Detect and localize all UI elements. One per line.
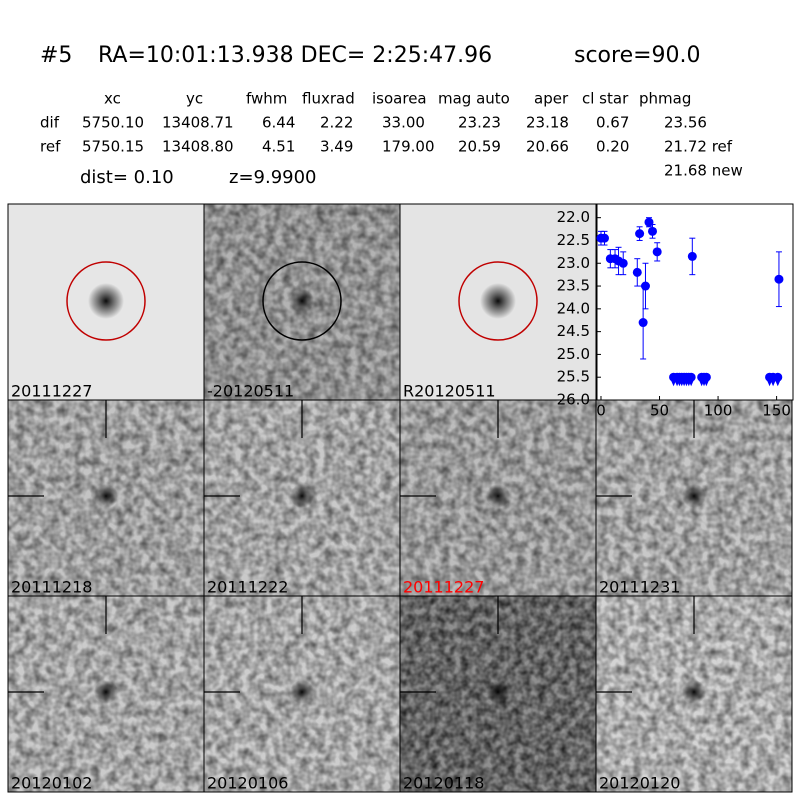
y-tick-label: 25.5: [557, 368, 590, 386]
x-tick-label: 50: [650, 402, 669, 420]
table-cell: 13408.80: [162, 138, 234, 156]
y-tick-label: 22.5: [557, 231, 590, 249]
y-tick-label: 23.5: [557, 277, 590, 295]
point: [632, 267, 642, 277]
column-header: yc: [186, 90, 203, 108]
point: [638, 318, 648, 328]
table-cell: dif: [40, 114, 60, 132]
table-cell: ref: [40, 138, 61, 156]
score: score=90.0: [574, 43, 701, 68]
table-cell: 23.18: [526, 114, 569, 132]
column-header: xc: [104, 90, 121, 108]
point: [687, 251, 697, 261]
table-cell: 4.51: [262, 138, 295, 156]
table-cell: 5750.10: [82, 114, 144, 132]
point: [640, 281, 650, 291]
point: [647, 226, 657, 236]
source: [486, 484, 510, 508]
cutout-label: 20111227: [403, 578, 484, 597]
table-cell: 0.67: [596, 114, 629, 132]
limit-arrow: [773, 377, 782, 387]
table-cell: 21.72 ref: [664, 138, 733, 156]
redshift: z=9.9900: [229, 167, 317, 188]
cutout-label: 20120120: [599, 774, 680, 793]
table-cell: 179.00: [382, 138, 435, 156]
point: [618, 258, 628, 268]
source: [682, 484, 706, 508]
x-tick-label: 100: [704, 402, 733, 420]
y-tick-label: 26.0: [557, 391, 590, 409]
aperture: [458, 261, 538, 341]
source: [290, 289, 314, 313]
table-cell: 6.44: [262, 114, 295, 132]
point: [652, 247, 662, 257]
source: [486, 680, 510, 704]
dist: dist= 0.10: [80, 167, 174, 188]
phmag-new: 21.68 new: [664, 162, 743, 180]
y-tick-label: 23.0: [557, 254, 590, 272]
cutout-label: 20111227: [11, 382, 92, 401]
column-header: phmag: [639, 90, 691, 108]
source: [88, 283, 124, 319]
limit-arrow: [687, 377, 696, 387]
table-cell: 2.22: [320, 114, 353, 132]
table-cell: 20.59: [458, 138, 501, 156]
cutout-label: 20120118: [403, 774, 484, 793]
x-tick-label: 150: [762, 402, 791, 420]
limit-arrow: [702, 377, 711, 387]
cutout-label: 20111218: [11, 578, 92, 597]
y-tick-label: 24.0: [557, 299, 590, 317]
column-header: isoarea: [372, 90, 427, 108]
source: [94, 680, 118, 704]
cutout-label: 20111222: [207, 578, 288, 597]
coordinates: RA=10:01:13.938 DEC= 2:25:47.96: [98, 43, 492, 68]
x-tick-label: 0: [596, 402, 606, 420]
source: [480, 283, 516, 319]
y-tick-label: 22.0: [557, 208, 590, 226]
source: [682, 680, 706, 704]
table-cell: 23.56: [664, 114, 707, 132]
column-header: mag auto: [438, 90, 510, 108]
aperture: [66, 261, 146, 341]
cutout-label: R20120511: [403, 382, 496, 401]
table-cell: 23.23: [458, 114, 501, 132]
column-header: aper: [534, 90, 569, 108]
cutout-label: -20120511: [207, 382, 294, 401]
column-header: fluxrad: [302, 90, 355, 108]
aperture: [262, 261, 342, 341]
point: [635, 229, 645, 239]
y-tick-label: 24.5: [557, 322, 590, 340]
cutout-label: 20120106: [207, 774, 288, 793]
cutout-label: 20120102: [11, 774, 92, 793]
table-cell: 5750.15: [82, 138, 144, 156]
table-cell: 13408.71: [162, 114, 234, 132]
cutout-label: 20111231: [599, 578, 680, 597]
source: [290, 484, 314, 508]
table-cell: 33.00: [382, 114, 425, 132]
table-cell: 3.49: [320, 138, 353, 156]
point: [774, 274, 784, 284]
table-cell: 0.20: [596, 138, 629, 156]
column-header: cl star: [582, 90, 629, 108]
source: [94, 484, 118, 508]
point: [599, 233, 609, 243]
plot-area: [596, 203, 794, 401]
source: [290, 680, 314, 704]
table-cell: 20.66: [526, 138, 569, 156]
column-header: fwhm: [246, 90, 287, 108]
candidate-id: #5: [40, 43, 72, 68]
y-tick-label: 25.0: [557, 345, 590, 363]
